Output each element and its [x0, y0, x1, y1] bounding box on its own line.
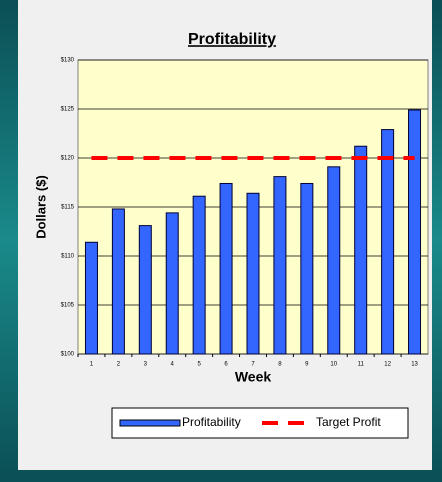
- bar: [381, 129, 395, 355]
- x-tick-label: 5: [197, 362, 201, 368]
- bar: [219, 182, 233, 355]
- y-tick-label: $100: [61, 352, 75, 358]
- legend: [111, 407, 409, 439]
- x-tick-label: 9: [305, 362, 309, 368]
- x-tick-label: 4: [171, 362, 175, 368]
- bar: [327, 166, 341, 355]
- legend-swatch: [119, 419, 181, 427]
- bar: [138, 225, 152, 355]
- bar: [354, 145, 368, 355]
- chart-title: Profitability: [188, 31, 276, 48]
- bar: [84, 241, 98, 355]
- bar: [246, 192, 260, 355]
- y-tick-label: $125: [61, 107, 75, 113]
- bar: [111, 208, 125, 355]
- y-tick-label: $130: [61, 58, 75, 64]
- x-tick-label: 8: [278, 362, 282, 368]
- x-tick-label: 13: [411, 362, 418, 368]
- x-tick-label: 12: [384, 362, 391, 368]
- legend-label: Target Profit: [316, 415, 381, 429]
- y-tick-label: $110: [61, 254, 75, 260]
- bar: [165, 212, 179, 355]
- y-tick-label: $115: [61, 205, 75, 211]
- x-tick-label: 6: [224, 362, 228, 368]
- x-tick-label: 2: [117, 362, 121, 368]
- x-tick-label: 3: [144, 362, 148, 368]
- x-tick-label: 1: [90, 362, 94, 368]
- x-tick-label: 10: [330, 362, 337, 368]
- y-axis-label: Dollars ($): [33, 175, 48, 239]
- y-tick-label: $120: [61, 156, 75, 162]
- bar: [273, 176, 287, 355]
- bar: [408, 109, 422, 355]
- bar: [192, 195, 206, 355]
- bar: [300, 182, 314, 355]
- x-axis-label: Week: [235, 369, 272, 385]
- legend-label: Profitability: [182, 415, 241, 429]
- x-tick-label: 7: [251, 362, 255, 368]
- x-tick-label: 11: [358, 362, 365, 368]
- y-tick-label: $105: [61, 303, 75, 309]
